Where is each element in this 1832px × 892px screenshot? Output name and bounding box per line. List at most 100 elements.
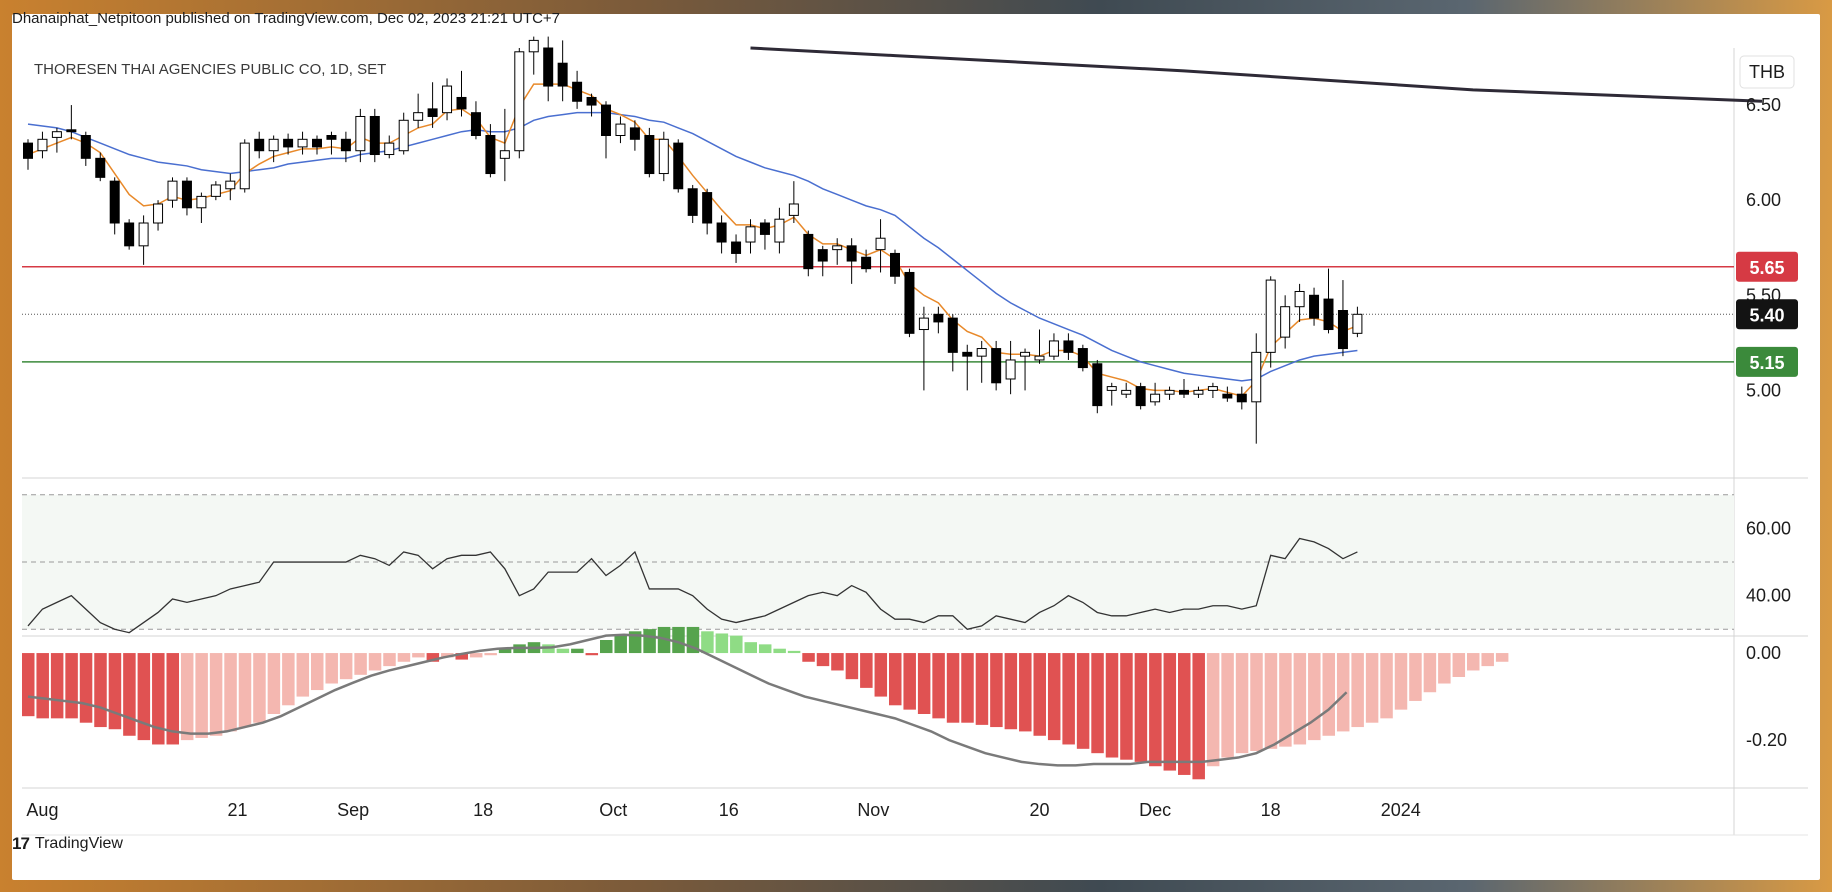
candle-body: [283, 138, 294, 148]
candle-body: [1063, 340, 1074, 353]
candle-body: [644, 135, 655, 175]
macd-histogram-bar: [123, 653, 136, 736]
candle-body: [774, 218, 785, 243]
candle-body: [355, 115, 366, 152]
macd-histogram-bar: [108, 653, 122, 730]
macd-histogram-bar: [469, 653, 483, 658]
price-label-support: 5.15: [1749, 353, 1784, 373]
macd-histogram-bar: [1047, 653, 1061, 741]
price-label-last: 5.40: [1749, 305, 1784, 325]
candle-body: [629, 127, 640, 140]
candle-body: [210, 184, 221, 197]
macd-histogram-bar: [137, 653, 151, 741]
macd-histogram-bar: [758, 644, 772, 654]
rsi-pane: [27, 537, 1358, 634]
candle-body: [398, 119, 409, 152]
macd-histogram-bar: [65, 653, 78, 719]
publish-info: Dhanaiphat_Netpitoon published on Tradin…: [12, 10, 561, 27]
macd-histogram-bar: [426, 653, 440, 662]
macd-histogram-bar: [354, 653, 367, 675]
candle-body: [254, 138, 265, 152]
candle-body: [1135, 386, 1146, 407]
macd-histogram-bar: [643, 629, 656, 654]
macd-histogram-bar: [672, 626, 685, 654]
candle-body: [413, 112, 424, 121]
candle-body: [933, 313, 944, 323]
macd-histogram-bar: [1351, 653, 1364, 728]
candle-body: [225, 180, 236, 190]
candle-body: [384, 142, 395, 156]
candle-body: [788, 203, 799, 216]
price-labels: 5.65 5.40 5.15: [1736, 251, 1798, 377]
price-label-resistance-bg: [1736, 251, 1798, 282]
macd-histogram-bar: [1163, 653, 1177, 771]
macd-histogram-bar: [845, 653, 859, 680]
candle-body: [1323, 298, 1334, 331]
tradingview-logo-icon[interactable]: 17: [12, 834, 30, 853]
macd-histogram-bar: [1178, 653, 1191, 775]
candle-body: [1236, 393, 1247, 403]
candle-body: [23, 142, 33, 159]
candle-body: [875, 237, 886, 251]
candle-body: [904, 271, 915, 334]
macd-histogram-bar: [816, 653, 830, 667]
price-tick-label: 5.00: [1746, 380, 1781, 400]
macd-histogram-bar: [50, 653, 64, 719]
macd-histogram-bar: [715, 633, 729, 654]
macd-histogram-bar: [1452, 653, 1466, 677]
candle-body: [1164, 389, 1175, 395]
time-tick-label: 20: [1029, 800, 1049, 820]
time-tick-label: 18: [473, 800, 493, 820]
macd-histogram-bar: [253, 653, 266, 723]
macd-histogram-bar: [1279, 653, 1292, 747]
macd-histogram-bar: [1004, 653, 1018, 730]
candle-body: [1222, 393, 1233, 399]
macd-histogram-bar: [1336, 653, 1350, 732]
candle-body: [485, 135, 496, 175]
macd-histogram-bar: [701, 631, 714, 654]
macd-histogram-bar: [1293, 653, 1307, 745]
candle-body: [297, 138, 308, 148]
candle-body: [759, 222, 770, 235]
macd-histogram-bar: [1033, 653, 1046, 736]
time-tick-label: Oct: [599, 800, 627, 820]
time-tick-label: 21: [228, 800, 248, 820]
macd-histogram-bar: [1481, 653, 1494, 667]
macd-histogram-bar: [1322, 653, 1335, 736]
candle-body: [153, 203, 164, 224]
macd-histogram-bar: [874, 653, 888, 697]
macd-histogram-bar: [585, 653, 599, 656]
macd-histogram-bar: [1221, 653, 1234, 758]
currency-button[interactable]: [1739, 55, 1795, 89]
time-tick-label: 16: [719, 800, 739, 820]
candle-body: [1251, 351, 1262, 403]
candle-body: [369, 115, 380, 156]
candle-body: [658, 138, 669, 175]
candle-body: [1077, 348, 1088, 369]
candle-body: [601, 104, 611, 137]
time-tick-label: Dec: [1139, 800, 1171, 820]
macd-histogram-bar: [1380, 653, 1393, 719]
candle-body: [1106, 386, 1117, 391]
macd-signal-line: [27, 633, 1348, 767]
macd-histogram-bar: [932, 653, 945, 719]
macd-histogram-bar: [1076, 653, 1090, 749]
macd-histogram-bar: [744, 642, 757, 654]
macd-histogram-bar: [311, 653, 324, 691]
candle-body: [326, 135, 337, 140]
macd-histogram-bar: [22, 653, 35, 717]
candle-body: [109, 180, 120, 224]
tradingview-brand[interactable]: TradingView: [34, 835, 123, 852]
macd-histogram-bar: [1091, 653, 1104, 754]
candle-body: [673, 142, 684, 190]
price-pane: [22, 36, 1763, 444]
candle-body: [138, 222, 149, 247]
macd-histogram-bar: [831, 653, 844, 671]
macd-histogram-bar: [614, 635, 627, 654]
macd-histogram-bar: [961, 653, 974, 723]
macd-histogram-bar: [1250, 653, 1263, 751]
macd-histogram-bar: [1409, 653, 1422, 701]
macd-histogram-bar: [1467, 653, 1480, 671]
candle-body: [991, 348, 1002, 384]
macd-histogram-bar: [1019, 653, 1032, 732]
